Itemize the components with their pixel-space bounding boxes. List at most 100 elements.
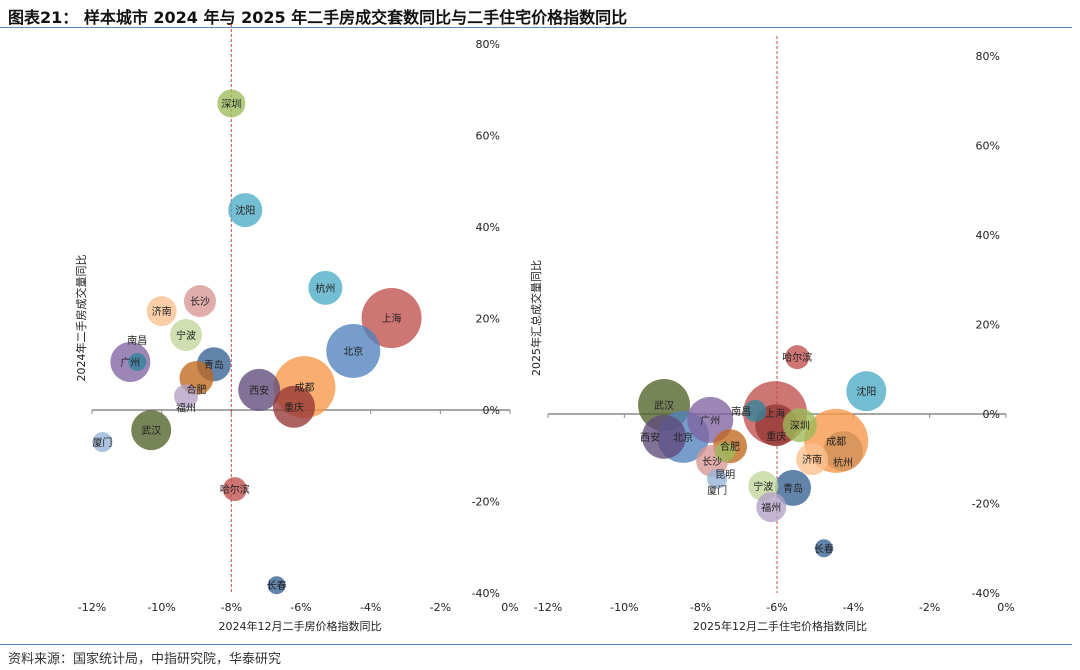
- chart1-x-tick-label: 0%: [501, 601, 518, 614]
- chart1-x-tick-label: -12%: [78, 601, 106, 614]
- chart2-bubble-label: 上海: [765, 407, 785, 420]
- chart2-bubble-label: 宁波: [753, 480, 773, 493]
- chart1-bubble: [326, 323, 381, 378]
- chart1-y-tick-label: 40%: [476, 221, 500, 234]
- chart2-bubble: [687, 396, 734, 443]
- chart2-bubble-label: 武汉: [654, 399, 674, 412]
- chart2-y-tick-label: 40%: [976, 229, 1000, 242]
- chart1-y-tick-label: 60%: [476, 130, 500, 143]
- chart2-bubble: [823, 431, 864, 472]
- chart2-bubble: [846, 371, 887, 412]
- chart1-bubble: [238, 368, 281, 411]
- chart2-bubble: [775, 469, 812, 506]
- chart1-bubble-label: 长春: [267, 580, 287, 592]
- chart1-y-tick-label: 20%: [476, 313, 500, 326]
- chart1-bubble-label: 宁波: [176, 329, 196, 342]
- chart2-bubble: [707, 468, 728, 489]
- chart1-bubble-label: 青岛: [204, 358, 224, 371]
- chart2-y-tick-label: -40%: [972, 587, 1000, 600]
- chart2-bubble: [642, 414, 687, 459]
- chart1-x-tick-label: -10%: [147, 601, 175, 614]
- chart1-x-axis-title: 2024年12月二手房价格指数同比: [219, 619, 382, 633]
- chart1-bubble: [131, 410, 172, 451]
- figure-title: 图表21： 样本城市 2024 年与 2025 年二手房成交套数同比与二手住宅价…: [8, 8, 628, 27]
- chart1-y-tick-label: 80%: [476, 38, 500, 51]
- chart1-bubble: [361, 288, 422, 349]
- chart1-bubble: [273, 385, 316, 428]
- chart1-bubble-label: 哈尔滨: [220, 483, 250, 496]
- chart2-x-tick-label: 0%: [997, 601, 1014, 614]
- chart1-y-axis-title: 2024年二手房成交量同比: [74, 255, 88, 382]
- chart2-x-tick-label: -8%: [690, 601, 711, 614]
- chart2-bubble-label: 西安: [640, 431, 660, 444]
- chart2-y-tick-label: 60%: [976, 140, 1000, 153]
- chart1-x-tick-label: -4%: [360, 601, 381, 614]
- chart1-bubble: [174, 384, 199, 409]
- chart1-bubble-label: 沈阳: [235, 204, 255, 217]
- chart1-bubble-label: 深圳: [221, 98, 241, 110]
- chart2-bubble-label: 济南: [802, 453, 822, 466]
- chart1-bubble-label: 济南: [152, 305, 172, 318]
- chart2-bubble-label: 北京: [673, 431, 693, 444]
- chart1-bubble: [128, 352, 147, 371]
- chart1-bubble-label: 北京: [343, 345, 363, 358]
- chart1-bubble-label: 广州: [120, 357, 140, 369]
- chart2-bubble: [756, 492, 787, 523]
- chart1-bubble-label: 南昌: [127, 334, 147, 347]
- chart1-bubble-label: 长沙: [190, 296, 210, 308]
- chart1-y-tick-label: -40%: [472, 587, 500, 600]
- chart1-bubble-label: 西安: [249, 384, 269, 397]
- chart1-bubble: [217, 89, 246, 118]
- chart2-y-tick-label: 20%: [976, 319, 1000, 332]
- chart1-bubble: [183, 285, 216, 318]
- title-divider: [0, 27, 1072, 28]
- chart2-x-tick-label: -4%: [843, 601, 864, 614]
- chart1-bubble-label: 杭州: [315, 282, 335, 295]
- chart1-x-tick-label: -8%: [221, 601, 242, 614]
- chart2-bubble: [814, 539, 833, 558]
- chart2-bubble-label: 南昌: [731, 405, 751, 418]
- chart1-bubble: [146, 296, 177, 327]
- chart1-bubble: [228, 193, 263, 228]
- chart2-bubble-label: 福州: [761, 501, 781, 514]
- chart2-y-axis-title: 2025年汇总成交量同比: [529, 260, 543, 376]
- chart2-bubble-label: 杭州: [833, 456, 853, 469]
- chart1-bubble-label: 合肥: [187, 383, 207, 396]
- chart1-bubble-label: 上海: [382, 312, 402, 325]
- chart2-bubble-label: 沈阳: [856, 385, 876, 398]
- chart1-bubble-label: 厦门: [92, 436, 112, 449]
- bubble-charts: -12% -10% -8% -6% -4% -2% 0% 80% 60% 40% 20% 0% -20%…: [74, 24, 1015, 633]
- chart1-y-tick-label: 0%: [483, 404, 500, 417]
- chart1-y-tick-label: -20%: [472, 496, 500, 509]
- chart2-bubble-label: 合肥: [720, 440, 740, 453]
- chart2-bubble-label: 成都: [826, 436, 846, 448]
- chart1-bubble-label: 成都: [294, 382, 314, 394]
- chart2-y-tick-label: 80%: [976, 50, 1000, 63]
- chart2-bubble-label: 重庆: [766, 430, 786, 443]
- chart2-x-tick-label: -6%: [766, 601, 787, 614]
- chart1-bubble-label: 重庆: [284, 401, 304, 414]
- chart2-x-tick-label: -12%: [534, 601, 562, 614]
- chart2-bubble-label: 广州: [700, 415, 720, 427]
- chart1-bubble: [267, 576, 286, 595]
- chart2-x-tick-label: -2%: [919, 601, 940, 614]
- chart2-bubble-label: 哈尔滨: [782, 351, 812, 364]
- chart1-bubble: [222, 477, 247, 502]
- chart2-bubble-label: 长春: [814, 543, 834, 555]
- chart2-x-tick-label: -10%: [610, 601, 638, 614]
- chart2-bubble-label: 深圳: [790, 420, 810, 432]
- chart1-bubble-label: 武汉: [141, 424, 161, 437]
- chart2-bubble: [796, 443, 829, 476]
- chart1-x-tick-label: -6%: [290, 601, 311, 614]
- chart2-bubble: [715, 442, 736, 463]
- chart2-bubble-label: 昆明: [715, 469, 735, 481]
- chart1-bubble: [92, 432, 113, 453]
- chart1-bubble: [308, 270, 343, 305]
- footer-divider: [0, 644, 1072, 645]
- chart2-bubble-label: 长沙: [702, 456, 722, 468]
- chart2-x-axis-title: 2025年12月二手住宅价格指数同比: [693, 619, 867, 633]
- source-note: 资料来源：国家统计局，中指研究院，华泰研究: [8, 652, 282, 667]
- chart1-x-tick-label: -2%: [430, 601, 451, 614]
- chart2-y-tick-label: -20%: [972, 498, 1000, 511]
- chart1-bubble-label: 福州: [176, 401, 196, 414]
